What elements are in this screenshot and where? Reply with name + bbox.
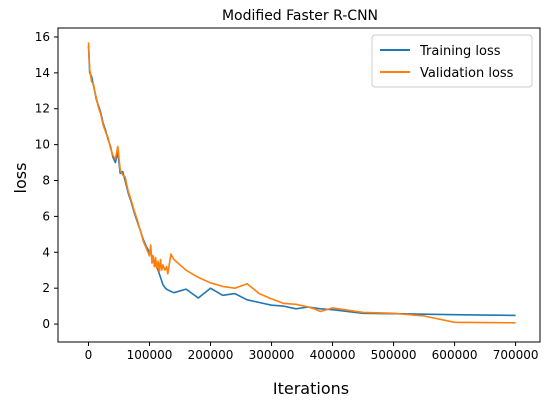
y-tick-label: 16 [35, 30, 50, 44]
chart-title: Modified Faster R-CNN [222, 8, 378, 24]
x-axis-ticks: 0 100000 200000 300000 400000 500000 600000 700… [85, 342, 539, 362]
y-axis-ticks: 0 2 4 6 8 10 12 14 16 [35, 30, 58, 331]
legend: Training loss Validation loss [371, 34, 533, 88]
x-tick-label: 100000 [127, 348, 173, 362]
y-tick-label: 8 [42, 174, 50, 188]
x-tick-label: 600000 [432, 348, 478, 362]
y-tick-label: 12 [35, 102, 50, 116]
x-axis-label: Iterations [273, 379, 349, 398]
y-tick-label: 0 [42, 317, 50, 331]
y-tick-label: 10 [35, 138, 50, 152]
x-tick-label: 200000 [188, 348, 234, 362]
series-line-validation-loss [87, 42, 516, 324]
y-tick-label: 2 [42, 281, 50, 295]
legend-box [371, 34, 533, 88]
y-tick-label: 6 [42, 209, 50, 223]
x-tick-label: 400000 [310, 348, 356, 362]
legend-label-training-loss: Training loss [419, 44, 501, 59]
legend-label-validation-loss: Validation loss [420, 66, 514, 81]
x-tick-label: 500000 [371, 348, 417, 362]
x-tick-label: 0 [85, 348, 93, 362]
x-tick-label: 300000 [249, 348, 295, 362]
series-layer [87, 42, 516, 324]
plot-frame [57, 27, 541, 343]
y-tick-label: 14 [35, 66, 50, 80]
x-tick-label: 700000 [493, 348, 539, 362]
y-axis-label: loss [11, 163, 30, 194]
y-tick-label: 4 [42, 245, 50, 259]
